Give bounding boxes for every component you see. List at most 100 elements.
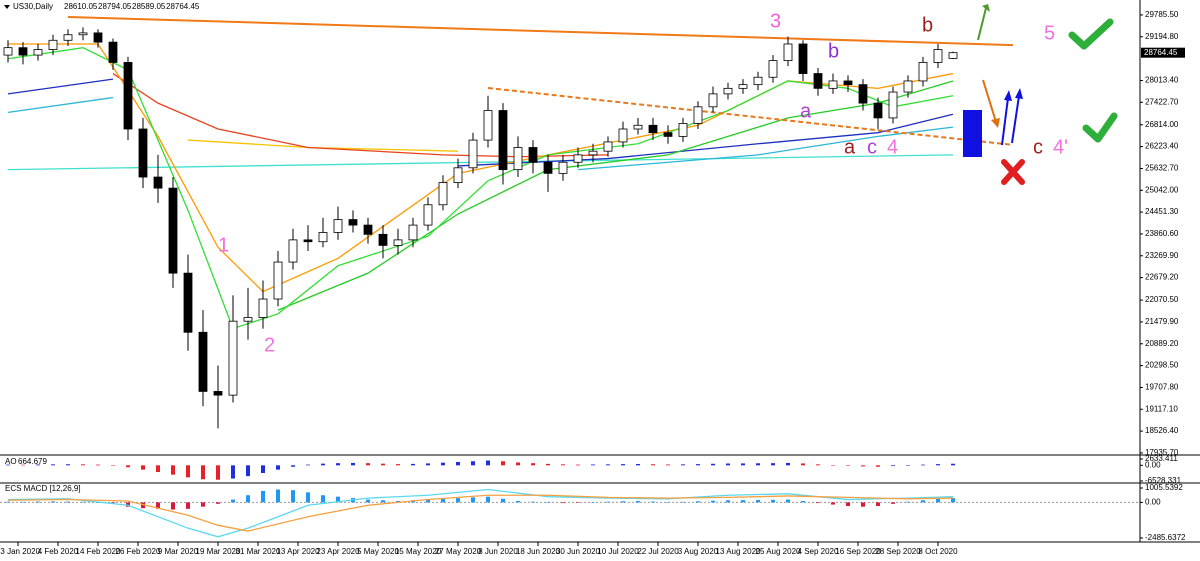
candle-body [603,141,613,152]
macd-bar [291,490,295,503]
ao-bar [96,464,100,466]
candle-body [258,298,268,318]
macd-bar [531,501,535,503]
candle-body [753,76,763,86]
macd-bar [681,501,685,503]
arrow-head [991,118,1000,128]
macd-bar [66,501,70,503]
ao-bar [186,465,190,478]
macd-bar [306,492,310,503]
candle-body [183,272,193,333]
wave-label: 4' [1053,136,1068,158]
x-tick-label: 15 May 2020 [395,547,442,556]
macd-bar [546,502,550,503]
y-tick-label: 29194.80 [1145,32,1179,41]
macd-bar [801,500,805,503]
macd-bar [81,501,85,503]
y-tick-label: 0.00 [1145,498,1161,507]
wave-label: 5 [1044,22,1055,44]
x-tick-label: 23 Jan 2020 [0,547,41,556]
ao-bar [111,465,115,466]
macd-bar [621,501,625,503]
candle-body [333,219,343,233]
indicator-line [457,113,954,167]
macd-bar [756,499,760,503]
ao-current: 664.679 [18,457,47,466]
candle-body [348,219,358,226]
candle-body [228,320,238,396]
ao-bar [471,461,475,466]
macd-bar [951,498,955,503]
candle-body [498,110,508,171]
x-tick-label: 23 Apr 2020 [316,547,360,556]
y-tick-label: 26814.00 [1145,120,1179,129]
y-tick-label: 26223.40 [1145,142,1179,151]
macd-bar [156,502,160,509]
candle-body [18,47,28,56]
ao-bar [66,464,70,466]
y-tick-label: 29785.50 [1145,10,1179,19]
candle-body [33,49,43,56]
y-tick-label: 20889.20 [1145,339,1179,348]
macd-bar [141,502,145,509]
x-tick-label: 31 Mar 2020 [236,547,281,556]
arrow [977,7,987,41]
candle-body [648,124,658,134]
indicator-line [7,96,114,114]
candle-body [213,391,223,396]
macd-bar [936,498,940,503]
candle-body [303,239,313,243]
arrow-head [1015,88,1023,99]
candle-body [453,167,463,183]
wave-label: c [867,136,877,158]
macd-bar [606,501,610,503]
ao-bar [336,463,340,466]
ao-bar [261,465,265,474]
macd-bar [786,499,790,503]
macd-bar [6,501,10,503]
macd-bar [726,500,730,503]
ao-bar [801,463,805,466]
macd-bar [906,501,910,503]
macd-bar [696,501,700,503]
candle-body [243,317,253,322]
candle-body [408,224,418,241]
ao-bar [666,464,670,466]
ao-bar [351,462,355,466]
candle-body [843,80,853,86]
ao-bar [291,465,295,467]
y-tick-label: 2633.411 [1145,454,1178,463]
candle-body [933,49,943,63]
macd-bar [321,495,325,503]
ao-bar [951,463,955,466]
ao-bar [456,461,460,466]
ao-bar [156,465,160,473]
macd-bar [486,496,490,503]
ao-bar [861,465,865,467]
y-tick-label: 22679.20 [1145,273,1179,282]
ao-bar [576,464,580,466]
macd-bar [201,502,205,507]
macd-bar [891,502,895,504]
header-close: 28764.45 [166,2,200,11]
candle-body [558,161,568,174]
ao-bar [396,464,400,466]
candle-body [948,52,958,59]
ao-bar [276,465,280,470]
x-tick-label: 25 Aug 2020 [756,547,801,556]
ao-bar [426,463,430,466]
x-tick-label: 27 May 2020 [435,547,482,556]
ao-bar [651,464,655,466]
x-tick-label: 22 Jul 2020 [637,547,679,556]
macd-bar [921,500,925,503]
candle-body [858,84,868,104]
macd-bar [816,502,820,504]
ao-title: AO [5,457,17,466]
macd-bar [426,499,430,503]
ao-bar [696,464,700,466]
target-box [963,110,982,157]
header-low: 28589.05 [132,2,166,11]
header-arrow [4,5,10,9]
candle-body [393,239,403,246]
ao-bar [711,463,715,466]
